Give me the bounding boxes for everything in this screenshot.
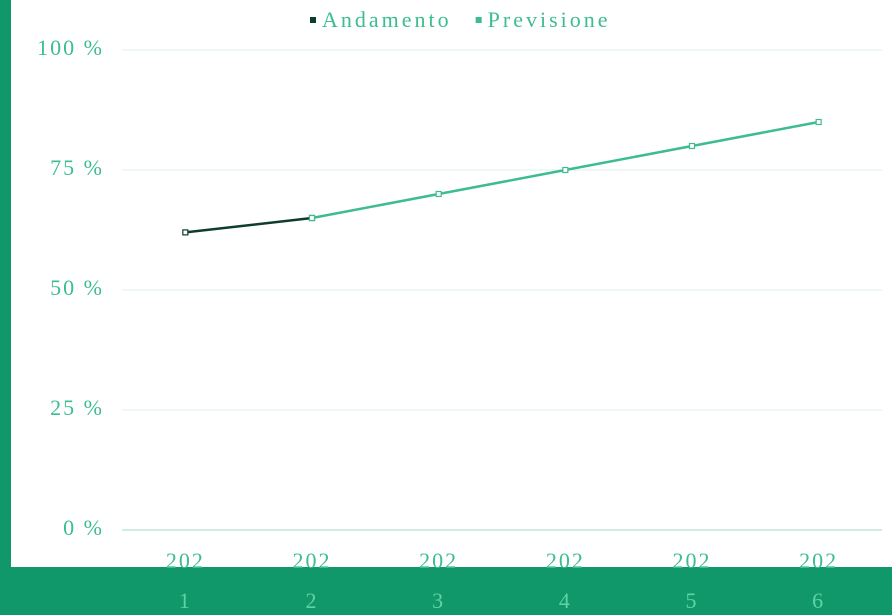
x-tick-label: 202 2	[293, 548, 332, 613]
y-tick-label: 75 %	[50, 155, 104, 180]
x-tick-label: 202 3	[419, 548, 458, 613]
legend-swatch	[475, 17, 482, 23]
y-tick-label: 0 %	[63, 515, 104, 540]
legend-label: Previsione	[488, 7, 611, 32]
y-tick-label: 25 %	[50, 395, 104, 420]
series-line	[185, 216, 313, 234]
point	[562, 166, 569, 174]
frame-left	[0, 0, 11, 615]
x-tick-label: 202 6	[799, 548, 838, 613]
frame-bottom	[0, 567, 892, 615]
legend: Andamento Previsione	[310, 7, 611, 32]
point	[435, 190, 442, 198]
legend-swatch	[310, 17, 316, 23]
y-tick-label: 50 %	[50, 275, 104, 300]
point	[182, 229, 189, 236]
point	[688, 142, 696, 150]
legend-label: Andamento	[322, 7, 452, 32]
x-tick-label: 202 1	[166, 548, 205, 613]
point	[308, 214, 316, 222]
x-tick-label: 202 5	[673, 548, 712, 613]
y-tick-label: 100 %	[37, 35, 104, 60]
x-tick-label: 202 4	[546, 548, 585, 613]
point	[815, 118, 822, 126]
